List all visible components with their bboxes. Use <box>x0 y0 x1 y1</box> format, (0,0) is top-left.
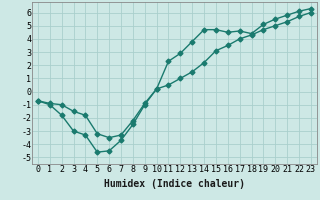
X-axis label: Humidex (Indice chaleur): Humidex (Indice chaleur) <box>104 179 245 189</box>
